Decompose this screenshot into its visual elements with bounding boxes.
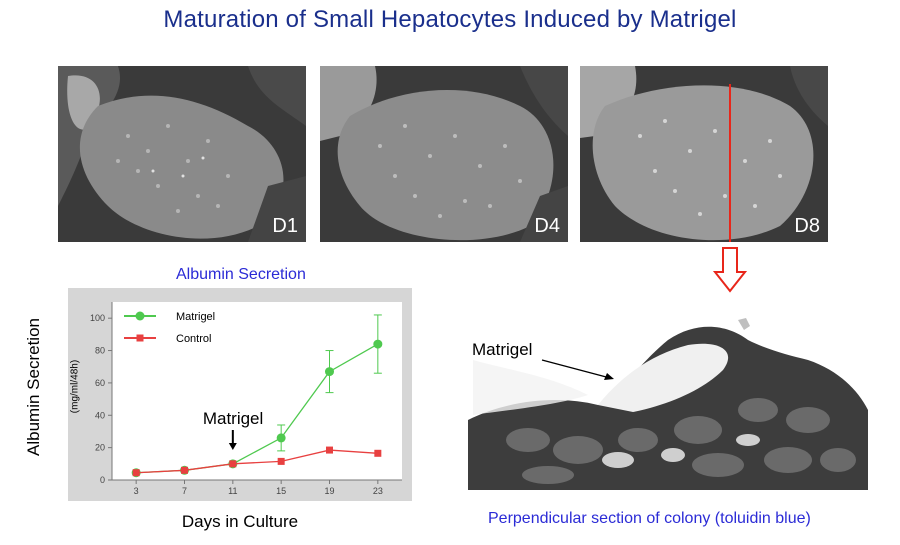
x-tick-label: 15 <box>276 486 286 496</box>
data-point-control <box>229 460 237 468</box>
chart-ylabel-unit: (mg/ml/48h) <box>69 359 81 414</box>
section-caption: Perpendicular section of colony (toluidi… <box>488 510 811 527</box>
plot-area <box>112 302 402 480</box>
data-point-matrigel <box>325 367 334 377</box>
albumin-chart: 0 20 40 60 80 100 3 7 11 15 19 23 Matrigel Control Mat… <box>68 288 412 501</box>
x-tick-label: 3 <box>134 486 139 496</box>
micrograph-day4-image <box>320 66 568 242</box>
legend-marker <box>136 334 144 342</box>
legend-marker <box>135 311 145 321</box>
data-point-control <box>326 446 333 454</box>
y-tick-label: 60 <box>95 378 105 388</box>
albumin-chart-svg: 0 20 40 60 80 100 3 7 11 15 19 23 Matrigel Control Mat… <box>90 302 402 496</box>
data-point-matrigel <box>276 433 286 443</box>
y-tick-label: 100 <box>90 313 105 323</box>
chart-annotation-label: Matrigel <box>203 409 263 428</box>
micrograph-day1-image <box>58 66 306 242</box>
data-point-control <box>374 449 382 457</box>
micrograph-label: D8 <box>794 215 820 237</box>
data-point-control <box>132 469 140 477</box>
legend-label: Control <box>176 333 211 345</box>
annotation-arrow-icon <box>541 359 614 380</box>
y-tick-label: 80 <box>95 346 105 356</box>
data-point-matrigel <box>373 339 383 349</box>
y-tick-label: 0 <box>100 475 105 485</box>
y-tick-label: 40 <box>95 410 105 420</box>
chart-ylabel: Albumin Secretion <box>24 318 43 456</box>
micrograph-label: D1 <box>272 215 298 237</box>
y-tick-label: 20 <box>95 443 105 453</box>
legend-label: Matrigel <box>176 311 215 323</box>
x-tick-label: 23 <box>373 486 383 496</box>
chart-xlabel: Days in Culture <box>181 512 299 531</box>
micrograph-label: D4 <box>534 215 560 237</box>
x-tick-label: 11 <box>228 486 237 496</box>
micrograph-day4: D4 <box>320 66 568 242</box>
series-line-control <box>136 449 378 474</box>
data-point-control <box>277 457 285 465</box>
colony-section-image <box>468 318 868 490</box>
data-point-control <box>181 466 188 474</box>
section-annotation-label: Matrigel <box>472 340 533 359</box>
chart-caption: Albumin Secretion <box>176 266 306 283</box>
micrograph-day8-image <box>580 66 828 242</box>
micrograph-day1: D1 <box>58 66 306 242</box>
down-arrow-icon <box>712 247 748 293</box>
chart-annotation-arrowhead <box>228 443 237 450</box>
page-title: Maturation of Small Hepatocytes Induced … <box>163 6 737 33</box>
x-tick-label: 19 <box>324 486 334 496</box>
x-tick-label: 7 <box>182 486 187 496</box>
micrograph-day8: D8 <box>580 66 828 242</box>
